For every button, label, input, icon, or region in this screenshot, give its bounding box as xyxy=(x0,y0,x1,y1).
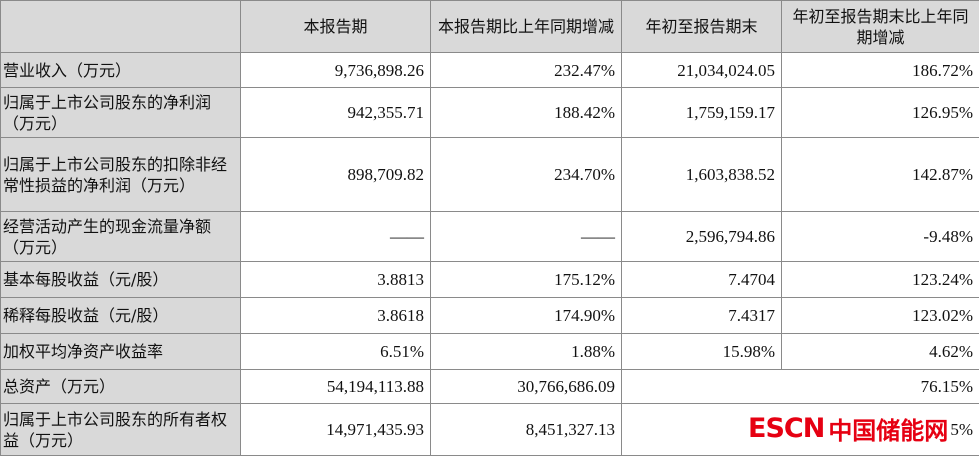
row-label: 加权平均净资产收益率 xyxy=(0,333,241,370)
cell: 2,596,794.86 xyxy=(621,211,782,262)
cell: 1,603,838.52 xyxy=(621,137,782,212)
watermark-cn: 中国储能网 xyxy=(828,417,949,445)
cell: 9,736,898.26 xyxy=(240,52,431,88)
cell: 7.4317 xyxy=(621,297,782,334)
cell: 21,034,024.05 xyxy=(621,52,782,88)
table-row: 稀释每股收益（元/股） 3.8618 174.90% 7.4317 123.02… xyxy=(0,297,979,334)
row-label: 稀释每股收益（元/股） xyxy=(0,297,241,334)
table-row: 总资产（万元） 54,194,113.88 30,766,686.09 76.1… xyxy=(0,369,979,404)
cell: 188.42% xyxy=(430,87,622,138)
cell: 3.8813 xyxy=(240,261,431,298)
cell: -9.48% xyxy=(781,211,979,262)
row-label: 经营活动产生的现金流量净额（万元） xyxy=(0,211,241,262)
header-blank xyxy=(0,0,241,53)
header-ytd-change: 年初至报告期末比上年同期增减 xyxy=(781,0,979,53)
header-row: 本报告期 本报告期比上年同期增减 年初至报告期末 年初至报告期末比上年同期增减 xyxy=(0,0,979,53)
cell: —— xyxy=(240,211,431,262)
row-label: 营业收入（万元） xyxy=(0,52,241,88)
row-label: 总资产（万元） xyxy=(0,369,241,404)
table-row: 营业收入（万元） 9,736,898.26 232.47% 21,034,024… xyxy=(0,52,979,88)
table-row: 归属于上市公司股东的净利润（万元） 942,355.71 188.42% 1,7… xyxy=(0,87,979,138)
row-label: 基本每股收益（元/股） xyxy=(0,261,241,298)
table-row: 经营活动产生的现金流量净额（万元） —— —— 2,596,794.86 -9.… xyxy=(0,211,979,262)
cell: 174.90% xyxy=(430,297,622,334)
cell: 175.12% xyxy=(430,261,622,298)
row-label: 归属于上市公司股东的净利润（万元） xyxy=(0,87,241,138)
row-label: 归属于上市公司股东的扣除非经常性损益的净利润（万元） xyxy=(0,137,241,212)
table-row: 加权平均净资产收益率 6.51% 1.88% 15.98% 4.62% xyxy=(0,333,979,370)
watermark-en: ESCN xyxy=(748,413,825,444)
cell: —— xyxy=(430,211,622,262)
cell: 126.95% xyxy=(781,87,979,138)
cell: 898,709.82 xyxy=(240,137,431,212)
cell: 1,759,159.17 xyxy=(621,87,782,138)
header-current-period: 本报告期 xyxy=(240,0,431,53)
cell: 234.70% xyxy=(430,137,622,212)
cell: 1.88% xyxy=(430,333,622,370)
cell: 3.8618 xyxy=(240,297,431,334)
row-label: 归属于上市公司股东的所有者权益（万元） xyxy=(0,403,241,456)
cell: 123.24% xyxy=(781,261,979,298)
cell: 14,971,435.93 xyxy=(240,403,431,456)
cell: 123.02% xyxy=(781,297,979,334)
cell: 942,355.71 xyxy=(240,87,431,138)
cell: 7.4704 xyxy=(621,261,782,298)
cell: 142.87% xyxy=(781,137,979,212)
header-ytd: 年初至报告期末 xyxy=(621,0,782,53)
cell: 15.98% xyxy=(621,333,782,370)
cell: 54,194,113.88 xyxy=(240,369,431,404)
cell: 4.62% xyxy=(781,333,979,370)
cell: 6.51% xyxy=(240,333,431,370)
header-current-period-change: 本报告期比上年同期增减 xyxy=(430,0,622,53)
cell: 232.47% xyxy=(430,52,622,88)
cell: 8,451,327.13 xyxy=(430,403,622,456)
table-row: 归属于上市公司股东的扣除非经常性损益的净利润（万元） 898,709.82 23… xyxy=(0,137,979,212)
cell: 76.15% xyxy=(621,369,979,404)
cell: 30,766,686.09 xyxy=(430,369,622,404)
escn-watermark-logo: ESCN 中国储能网 xyxy=(748,411,949,446)
cell: 186.72% xyxy=(781,52,979,88)
table-row: 基本每股收益（元/股） 3.8813 175.12% 7.4704 123.24… xyxy=(0,261,979,298)
